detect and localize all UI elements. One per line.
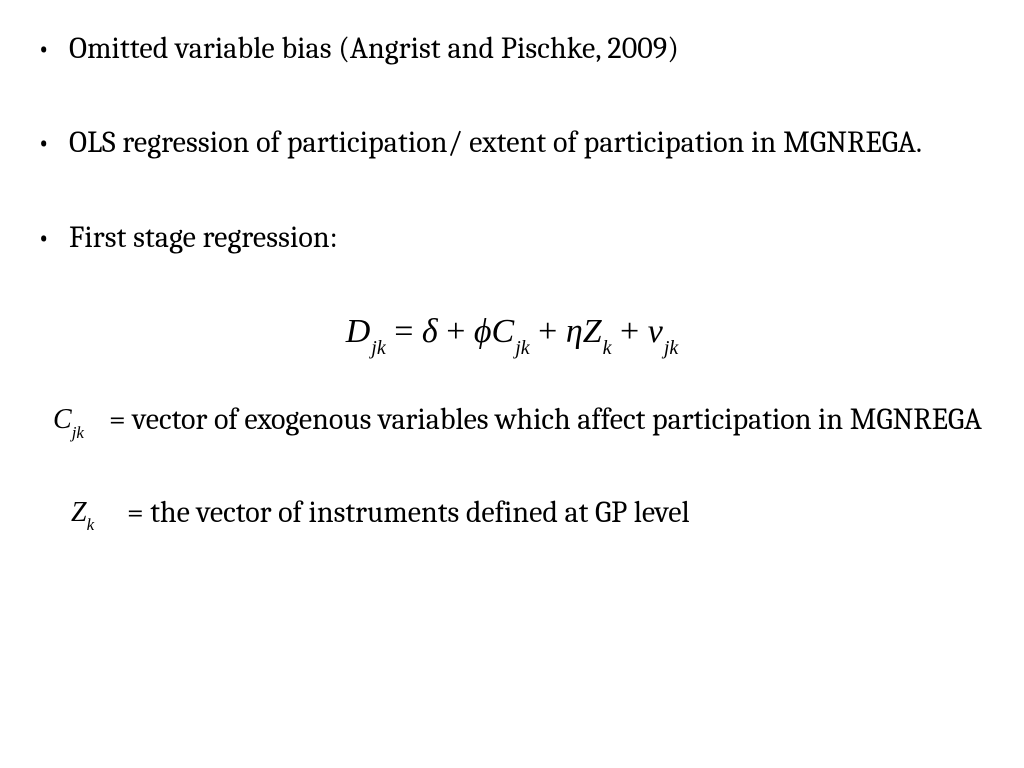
slide: Omitted variable bias (Angrist and Pisch… — [0, 0, 1024, 768]
eq-plus: + — [620, 313, 648, 350]
definition-symbol: Zk — [71, 493, 127, 534]
eq-equals: = — [394, 313, 422, 350]
def-sym-var: Z — [71, 497, 87, 528]
eq-term-var: ν — [648, 313, 663, 350]
bullet-list: Omitted variable bias (Angrist and Pisch… — [25, 30, 999, 257]
definition-row: Cjk = vector of exogenous variables whic… — [25, 400, 999, 441]
bullet-text: OLS regression of participation/ extent … — [69, 125, 922, 160]
definition-text: = vector of exogenous variables which af… — [109, 400, 999, 439]
bullet-text: First stage regression: — [69, 220, 338, 255]
def-sym-sub: k — [87, 515, 95, 534]
definition-text: = the vector of instruments defined at G… — [127, 493, 999, 532]
bullet-item: Omitted variable bias (Angrist and Pisch… — [25, 30, 999, 68]
def-sym-sub: jk — [72, 423, 84, 442]
first-stage-equation: Djk = δ + ϕCjk + ηZk + νjk — [25, 313, 999, 356]
def-sym-var: C — [53, 404, 72, 435]
eq-term-sub: k — [603, 337, 612, 359]
bullet-item: First stage regression: — [25, 219, 999, 257]
eq-term-coef: δ — [422, 313, 438, 350]
eq-plus: + — [446, 313, 474, 350]
definition-row: Zk = the vector of instruments defined a… — [25, 493, 999, 534]
eq-lhs-var: D — [346, 313, 371, 350]
eq-term-coef: ϕ — [474, 313, 492, 350]
eq-term-sub: jk — [515, 337, 529, 359]
bullet-text: Omitted variable bias (Angrist and Pisch… — [69, 31, 679, 66]
eq-term-var: C — [492, 313, 515, 350]
eq-lhs-sub: jk — [371, 337, 385, 359]
definition-symbol: Cjk — [53, 400, 109, 441]
bullet-item: OLS regression of participation/ extent … — [25, 124, 999, 162]
eq-term-coef: η — [566, 313, 583, 350]
eq-plus: + — [538, 313, 566, 350]
eq-term-var: Z — [583, 313, 602, 350]
eq-term-sub: jk — [664, 337, 678, 359]
